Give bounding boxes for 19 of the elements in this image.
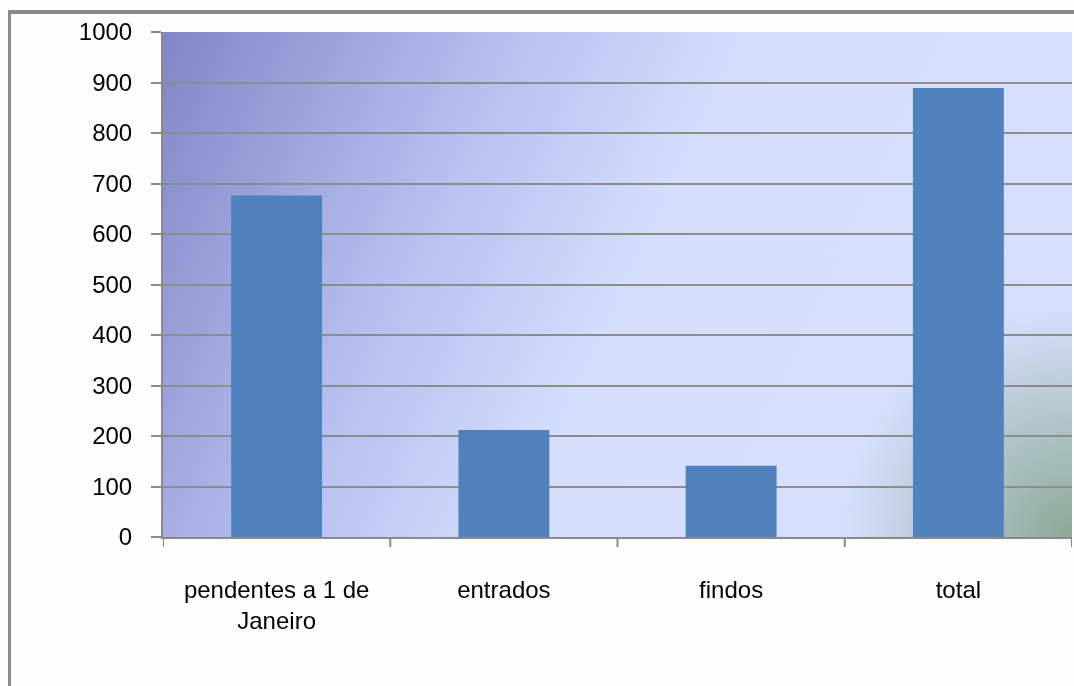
y-tick-label: 400	[92, 321, 133, 349]
x-tick-label: pendentes a 1 de Janeiro	[183, 575, 370, 634]
y-tick-label: 500	[92, 270, 133, 298]
y-tick-label: 300	[92, 371, 133, 399]
y-tick-label: 100	[92, 472, 133, 500]
bar	[458, 429, 550, 537]
y-tick-label: 0	[118, 523, 133, 551]
y-tick-label: 900	[92, 68, 133, 96]
y-tick-label: 700	[92, 169, 133, 197]
x-tick-label: entrados	[457, 575, 551, 603]
y-tick-label: 800	[92, 119, 133, 147]
x-tick-label: findos	[699, 575, 764, 603]
y-tick-label: 200	[92, 422, 133, 450]
y-tick-label: 600	[92, 220, 133, 248]
x-tick-label: total	[935, 575, 982, 603]
bar	[231, 195, 323, 537]
bar	[685, 465, 777, 537]
y-tick-label: 1000	[78, 18, 133, 46]
bar	[912, 88, 1004, 537]
